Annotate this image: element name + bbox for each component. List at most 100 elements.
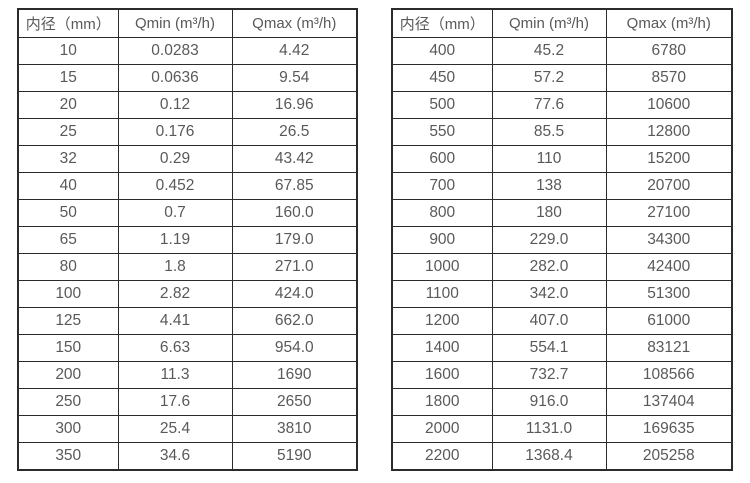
cell-qmin: 110 xyxy=(491,144,607,173)
cell-qmax: 16.96 xyxy=(231,90,358,119)
cell-diameter: 1600 xyxy=(391,361,493,390)
cell-diameter: 65 xyxy=(17,225,119,255)
table-row: 1400 554.1 83121 xyxy=(391,334,733,363)
cell-qmin: 11.3 xyxy=(117,361,233,390)
table-row: 400 45.2 6780 xyxy=(391,36,733,65)
cell-qmax: 42400 xyxy=(605,252,733,282)
table-row: 2200 1368.4 205258 xyxy=(391,442,733,471)
cell-qmin: 34.6 xyxy=(117,442,233,471)
table-row: 125 4.41 662.0 xyxy=(17,307,358,336)
table-row: 1000 282.0 42400 xyxy=(391,252,733,282)
cell-diameter: 32 xyxy=(17,144,119,173)
cell-diameter: 450 xyxy=(391,63,493,92)
cell-qmax: 424.0 xyxy=(231,280,358,309)
table-row: 300 25.4 3810 xyxy=(17,415,358,444)
cell-qmin: 282.0 xyxy=(491,252,607,282)
cell-diameter: 1100 xyxy=(391,280,493,309)
table-row: 40 0.452 67.85 xyxy=(17,171,358,200)
table-row: 1200 407.0 61000 xyxy=(391,307,733,336)
cell-qmax: 51300 xyxy=(605,280,733,309)
cell-qmin: 229.0 xyxy=(491,225,607,255)
table-row: 150 6.63 954.0 xyxy=(17,334,358,363)
col-header-qmin: Qmin (m³/h) xyxy=(117,8,233,38)
cell-qmax: 160.0 xyxy=(231,198,358,227)
cell-diameter: 2200 xyxy=(391,442,493,471)
table-row: 250 17.6 2650 xyxy=(17,388,358,417)
cell-qmax: 10600 xyxy=(605,90,733,119)
table-row: 80 1.8 271.0 xyxy=(17,252,358,282)
cell-diameter: 20 xyxy=(17,90,119,119)
table-row: 1800 916.0 137404 xyxy=(391,388,733,417)
col-header-qmax: Qmax (m³/h) xyxy=(231,8,358,38)
cell-qmax: 271.0 xyxy=(231,252,358,282)
cell-diameter: 100 xyxy=(17,280,119,309)
table-row: 65 1.19 179.0 xyxy=(17,225,358,255)
table-row: 900 229.0 34300 xyxy=(391,225,733,255)
table-row: 350 34.6 5190 xyxy=(17,442,358,471)
table-row: 450 57.2 8570 xyxy=(391,63,733,92)
cell-qmin: 1368.4 xyxy=(491,442,607,471)
col-header-qmin: Qmin (m³/h) xyxy=(491,8,607,38)
cell-diameter: 900 xyxy=(391,225,493,255)
cell-qmax: 137404 xyxy=(605,388,733,417)
table-row: 700 138 20700 xyxy=(391,171,733,200)
table-row: 15 0.0636 9.54 xyxy=(17,63,358,92)
cell-qmin: 2.82 xyxy=(117,280,233,309)
cell-qmax: 2650 xyxy=(231,388,358,417)
table-row: 500 77.6 10600 xyxy=(391,90,733,119)
cell-diameter: 10 xyxy=(17,36,119,65)
cell-diameter: 300 xyxy=(17,415,119,444)
cell-diameter: 1200 xyxy=(391,307,493,336)
cell-diameter: 500 xyxy=(391,90,493,119)
cell-qmin: 0.7 xyxy=(117,198,233,227)
flow-table-large-diameters: 内径（mm） Qmin (m³/h) Qmax (m³/h) 400 45.2 67… xyxy=(391,8,733,471)
cell-diameter: 250 xyxy=(17,388,119,417)
table-row: 800 180 27100 xyxy=(391,198,733,227)
table-row: 600 110 15200 xyxy=(391,144,733,173)
cell-qmax: 27100 xyxy=(605,198,733,227)
cell-qmax: 34300 xyxy=(605,225,733,255)
table-row: 20 0.12 16.96 xyxy=(17,90,358,119)
col-header-diameter: 内径（mm） xyxy=(17,8,119,38)
flow-table-small-diameters: 内径（mm） Qmin (m³/h) Qmax (m³/h) 10 0.0283 4… xyxy=(17,8,358,471)
cell-qmin: 0.452 xyxy=(117,171,233,200)
cell-qmin: 0.29 xyxy=(117,144,233,173)
cell-qmax: 108566 xyxy=(605,361,733,390)
cell-qmin: 342.0 xyxy=(491,280,607,309)
cell-qmax: 1690 xyxy=(231,361,358,390)
cell-qmin: 1.8 xyxy=(117,252,233,282)
cell-qmax: 169635 xyxy=(605,415,733,444)
cell-qmax: 4.42 xyxy=(231,36,358,65)
cell-diameter: 700 xyxy=(391,171,493,200)
cell-diameter: 25 xyxy=(17,117,119,146)
cell-diameter: 800 xyxy=(391,198,493,227)
cell-qmax: 9.54 xyxy=(231,63,358,92)
table-row: 32 0.29 43.42 xyxy=(17,144,358,173)
cell-qmin: 916.0 xyxy=(491,388,607,417)
cell-diameter: 350 xyxy=(17,442,119,471)
cell-qmax: 205258 xyxy=(605,442,733,471)
cell-diameter: 40 xyxy=(17,171,119,200)
table-row: 550 85.5 12800 xyxy=(391,117,733,146)
cell-qmax: 662.0 xyxy=(231,307,358,336)
table-row: 1100 342.0 51300 xyxy=(391,280,733,309)
cell-qmin: 554.1 xyxy=(491,334,607,363)
cell-qmax: 12800 xyxy=(605,117,733,146)
table-row: 200 11.3 1690 xyxy=(17,361,358,390)
cell-qmax: 954.0 xyxy=(231,334,358,363)
header-row: 内径（mm） Qmin (m³/h) Qmax (m³/h) xyxy=(17,8,358,38)
table-row: 25 0.176 26.5 xyxy=(17,117,358,146)
cell-qmin: 25.4 xyxy=(117,415,233,444)
cell-qmax: 26.5 xyxy=(231,117,358,146)
col-header-diameter: 内径（mm） xyxy=(391,8,493,38)
cell-qmax: 61000 xyxy=(605,307,733,336)
cell-qmax: 83121 xyxy=(605,334,733,363)
table-row: 1600 732.7 108566 xyxy=(391,361,733,390)
cell-qmin: 0.0283 xyxy=(117,36,233,65)
cell-qmin: 6.63 xyxy=(117,334,233,363)
cell-diameter: 550 xyxy=(391,117,493,146)
cell-qmin: 1131.0 xyxy=(491,415,607,444)
cell-diameter: 1800 xyxy=(391,388,493,417)
table-row: 2000 1131.0 169635 xyxy=(391,415,733,444)
cell-qmax: 5190 xyxy=(231,442,358,471)
